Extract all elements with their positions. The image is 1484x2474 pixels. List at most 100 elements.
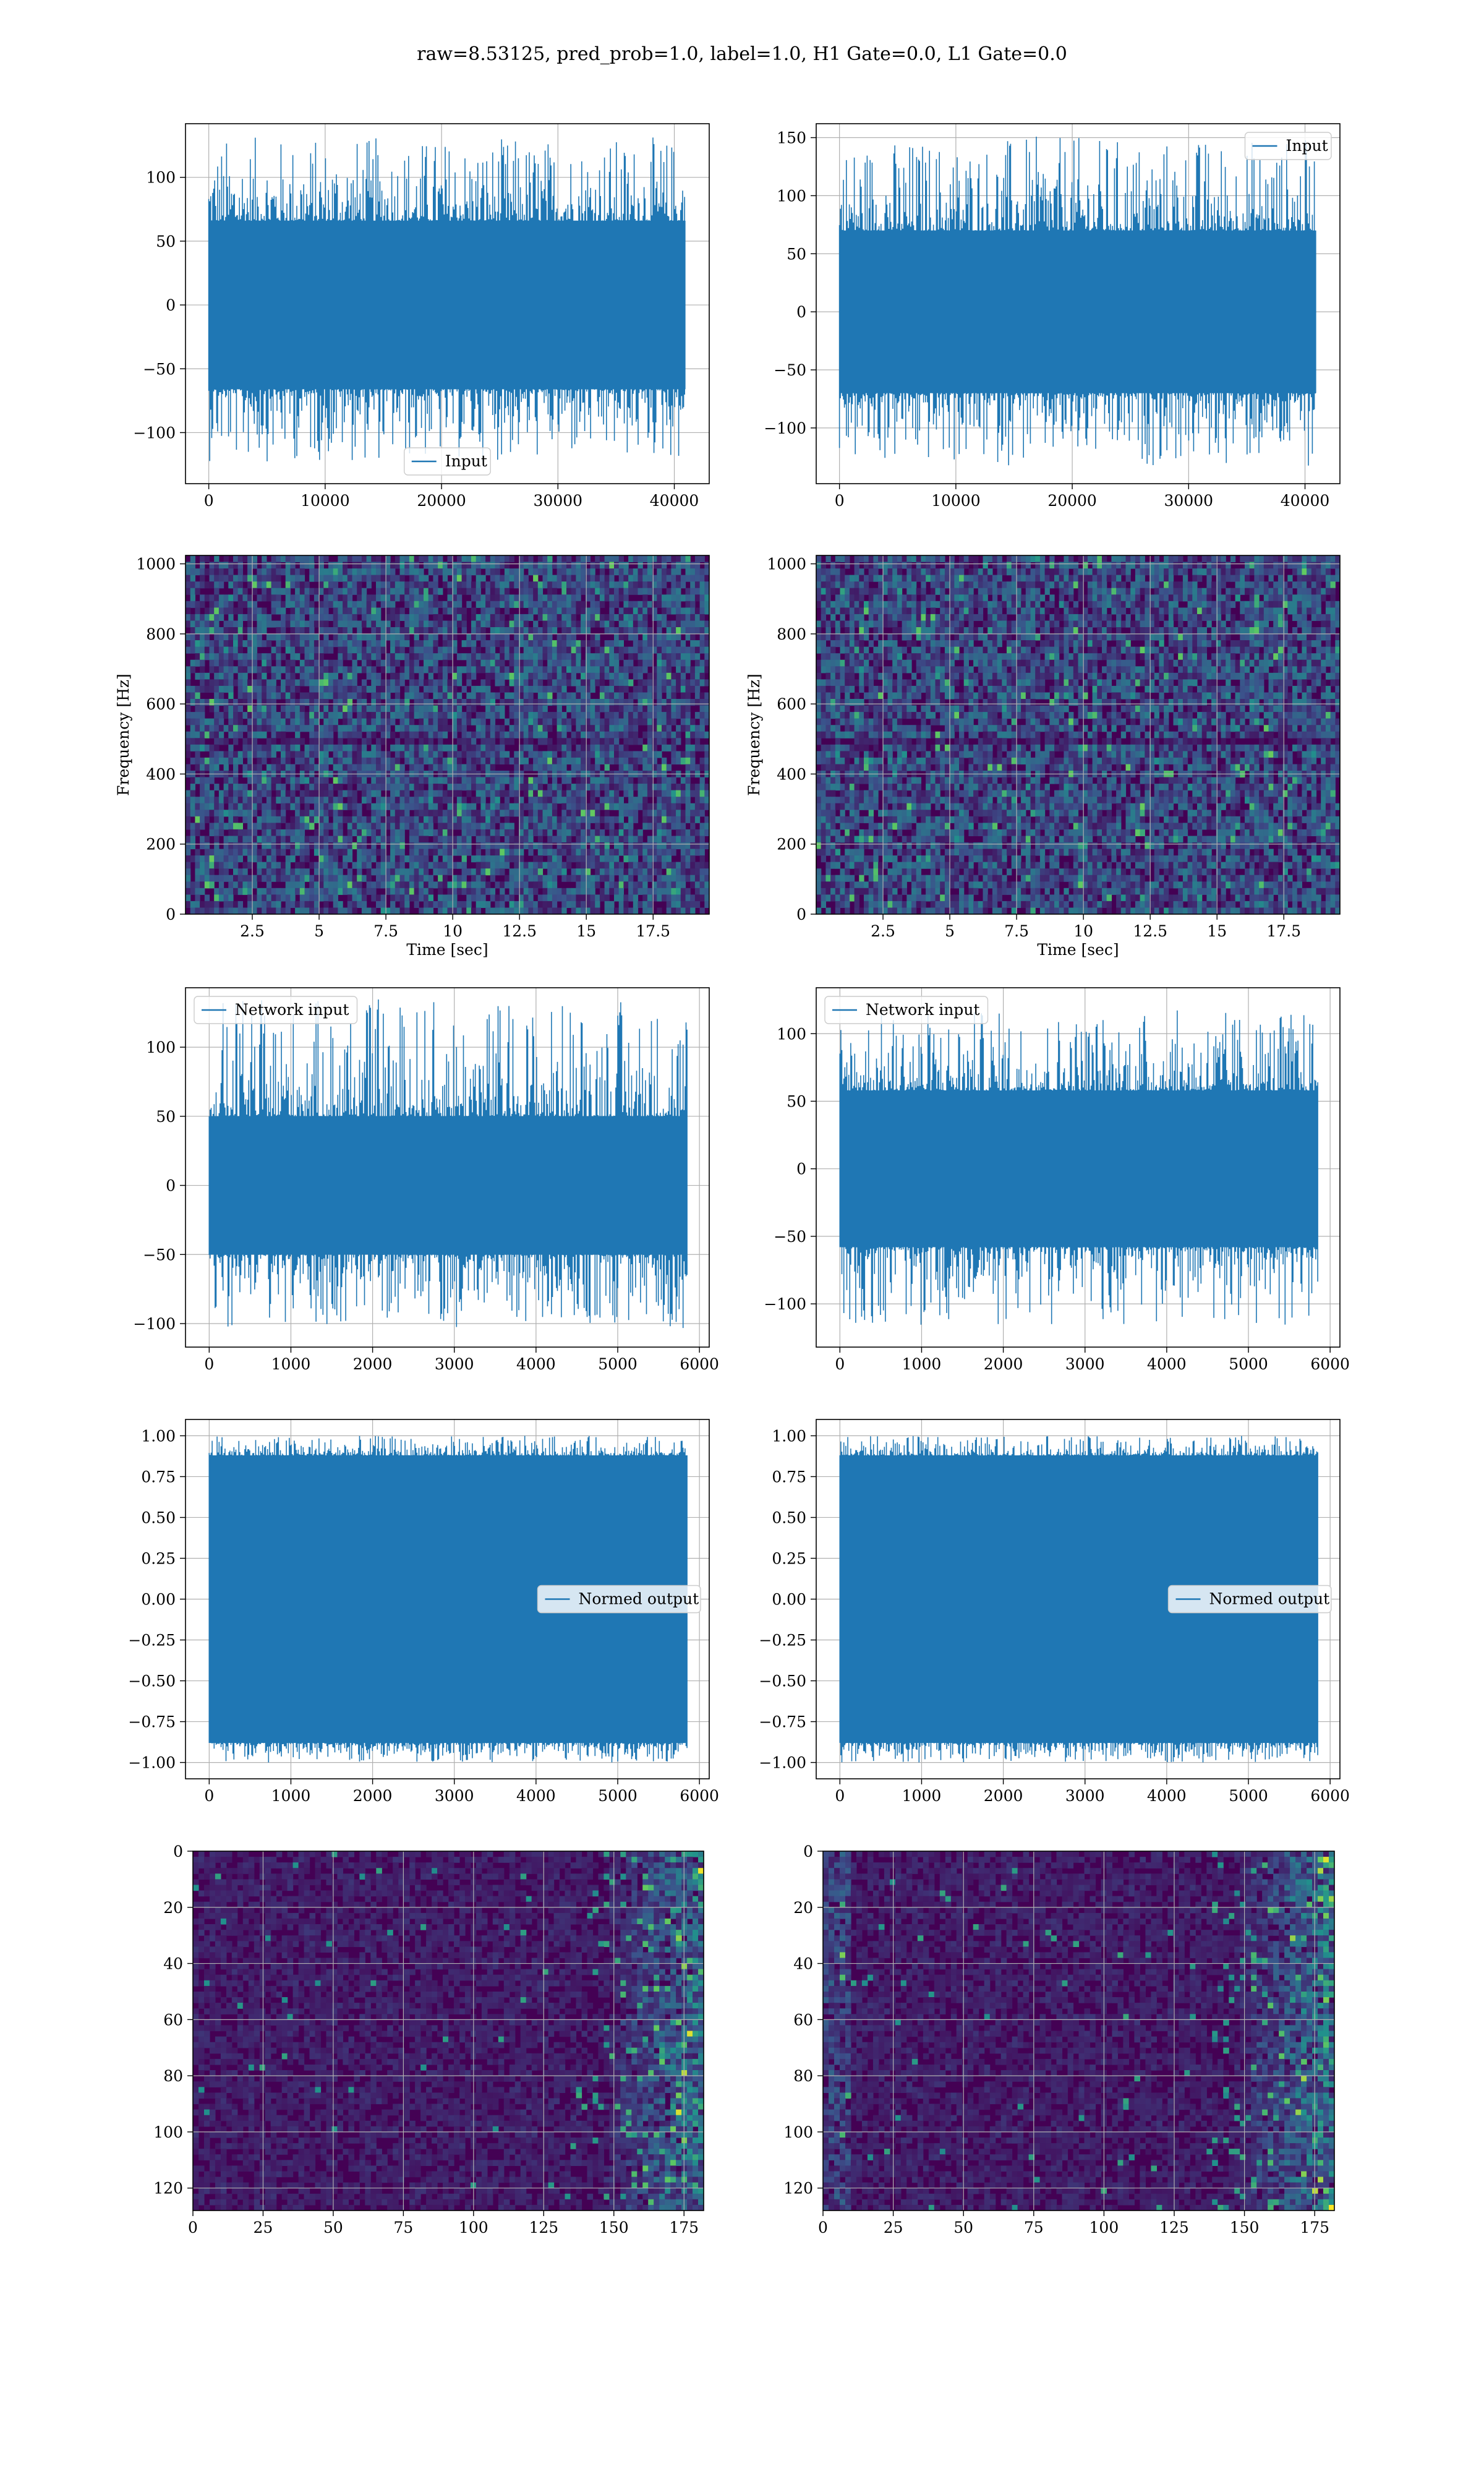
x-tick-label: 6000 xyxy=(1310,1787,1350,1805)
x-tick-label: 0 xyxy=(835,1787,845,1805)
y-tick-label: 0 xyxy=(803,1843,813,1860)
x-tick-label: 6000 xyxy=(680,1787,719,1805)
x-tick-label: 5000 xyxy=(1229,1787,1268,1805)
x-tick-label: 4000 xyxy=(516,1355,556,1373)
x-tick-label: 10000 xyxy=(301,492,350,510)
y-tick-label: 200 xyxy=(146,836,176,854)
x-tick-label: 30000 xyxy=(1164,492,1214,510)
x-tick-label: 15 xyxy=(576,922,596,940)
y-tick-label: −0.50 xyxy=(759,1672,806,1690)
legend-box xyxy=(194,996,358,1024)
x-tick-label: 50 xyxy=(323,2219,343,2236)
y-tick-label: −0.75 xyxy=(128,1713,176,1731)
x-tick-label: 10000 xyxy=(931,492,981,510)
y-tick-label: 600 xyxy=(777,695,806,713)
x-tick-label: 0 xyxy=(835,492,845,510)
legend-label: Normed output xyxy=(1209,1590,1330,1608)
y-tick-label: −50 xyxy=(143,1246,176,1264)
y-tick-label: 20 xyxy=(793,1899,813,1917)
subplot-10: 0 25 50 75 100 125 150 175 0 20 40 60 80 100 120 xyxy=(783,1843,1335,2236)
subplot-5: 0 1000 2000 3000 4000 5000 6000 −100 −50 0 50 100 Ne… xyxy=(133,987,719,1373)
axes-frame xyxy=(185,987,710,1348)
x-tick-label: 20000 xyxy=(1047,492,1097,510)
y-tick-label: 0 xyxy=(166,1177,176,1195)
subplot-8: 0 1000 2000 3000 4000 5000 6000 −1.00 −0.75 −0.50… xyxy=(759,1419,1350,1805)
x-tick-label: 0 xyxy=(204,1787,214,1805)
y-tick-label: 50 xyxy=(787,245,806,263)
x-tick-label: 25 xyxy=(884,2219,903,2236)
x-tick-label: 100 xyxy=(1090,2219,1119,2236)
y-tick-label: −50 xyxy=(774,361,806,379)
y-tick-label: 0 xyxy=(796,905,806,923)
y-axis-label: Frequency [Hz] xyxy=(114,674,132,796)
x-tick-label: 4000 xyxy=(1147,1355,1187,1373)
y-tick-label: −0.25 xyxy=(759,1632,806,1650)
x-tick-label: 1000 xyxy=(902,1787,942,1805)
legend-label: Normed output xyxy=(579,1590,699,1608)
x-tick-label: 5000 xyxy=(598,1787,638,1805)
y-tick-label: 0.00 xyxy=(772,1591,806,1609)
legend: Input xyxy=(404,447,491,476)
axes-frame xyxy=(192,1851,704,2211)
axes-frame xyxy=(816,987,1341,1348)
legend: Normed output xyxy=(537,1585,701,1614)
x-tick-label: 17.5 xyxy=(636,922,670,940)
x-tick-label: 10 xyxy=(443,922,463,940)
y-tick-label: 120 xyxy=(783,2180,813,2198)
x-tick-label: 175 xyxy=(1300,2219,1329,2236)
y-tick-label: 600 xyxy=(146,695,176,713)
legend-label: Input xyxy=(445,452,487,470)
subplot-9: 0 25 50 75 100 125 150 175 0 20 40 60 80 100 120 xyxy=(153,1843,704,2236)
x-tick-label: 125 xyxy=(1159,2219,1189,2236)
y-tick-label: 800 xyxy=(146,625,176,643)
y-tick-label: 0.50 xyxy=(141,1509,176,1526)
axes-frame xyxy=(822,1851,1335,2211)
x-tick-label: 3000 xyxy=(435,1355,474,1373)
y-tick-label: 150 xyxy=(777,129,806,147)
x-tick-label: 40000 xyxy=(1281,492,1330,510)
x-tick-label: 7.5 xyxy=(1004,922,1029,940)
heatmap-image xyxy=(186,555,709,914)
x-tick-label: 6000 xyxy=(680,1355,719,1373)
y-tick-label: 120 xyxy=(153,2180,183,2198)
heatmap-image xyxy=(193,1851,704,2211)
heatmap-cells xyxy=(816,555,1340,914)
x-tick-label: 2000 xyxy=(984,1355,1023,1373)
x-tick-label: 25 xyxy=(254,2219,273,2236)
legend-box xyxy=(824,996,989,1024)
y-tick-label: 0.25 xyxy=(141,1549,176,1567)
axes-frame xyxy=(185,555,710,915)
y-tick-label: 100 xyxy=(777,1025,806,1043)
x-tick-label: 2000 xyxy=(984,1787,1023,1805)
x-tick-label: 1000 xyxy=(902,1355,942,1373)
y-tick-label: −100 xyxy=(764,419,806,437)
x-tick-label: 2000 xyxy=(353,1787,393,1805)
x-tick-label: 0 xyxy=(188,2219,198,2236)
legend-box xyxy=(1244,132,1332,160)
legend: Normed output xyxy=(1167,1585,1332,1614)
heatmap-cells xyxy=(186,555,709,914)
y-tick-label: −0.25 xyxy=(128,1632,176,1650)
x-tick-label: 75 xyxy=(393,2219,413,2236)
y-tick-label: −100 xyxy=(764,1295,806,1313)
x-tick-label: 75 xyxy=(1024,2219,1044,2236)
y-tick-label: 0 xyxy=(166,296,176,314)
x-tick-label: 12.5 xyxy=(502,922,537,940)
x-tick-label: 5 xyxy=(314,922,324,940)
x-tick-label: 2000 xyxy=(353,1355,393,1373)
y-tick-label: −0.50 xyxy=(128,1672,176,1690)
x-tick-label: 0 xyxy=(204,1355,214,1373)
y-tick-label: 100 xyxy=(153,2123,183,2141)
y-tick-label: 40 xyxy=(163,1955,183,1973)
legend: Input xyxy=(1244,132,1332,160)
x-tick-label: 5 xyxy=(945,922,955,940)
subplot-3: 2.5 5 7.5 10 12.5 15 17.5 0 200 400 600 800 1000 Time… xyxy=(114,555,710,959)
y-tick-label: −1.00 xyxy=(759,1754,806,1772)
x-tick-label: 40000 xyxy=(650,492,699,510)
x-tick-label: 4000 xyxy=(516,1787,556,1805)
signal-trace xyxy=(839,1010,1318,1325)
x-tick-label: 0 xyxy=(204,492,214,510)
y-tick-label: 80 xyxy=(163,2067,183,2085)
subplot-2: 0 10000 20000 30000 40000 −100 −50 0 50 100 150 Inp… xyxy=(764,123,1341,510)
subplot-6: 0 1000 2000 3000 4000 5000 6000 −100 −50 0 50 100 Ne… xyxy=(764,987,1350,1373)
